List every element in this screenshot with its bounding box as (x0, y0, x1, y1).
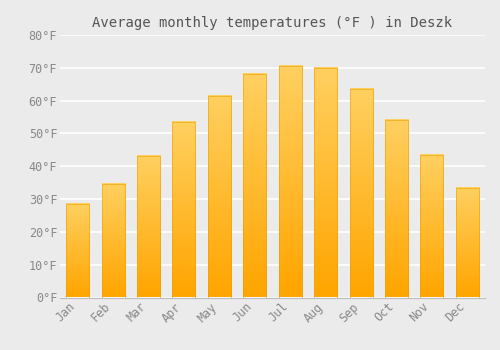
Bar (208, 96, 231, 298)
Bar (314, 68, 337, 298)
Bar (172, 122, 196, 298)
Bar (244, 75, 266, 298)
Bar (420, 155, 444, 298)
Bar (420, 155, 444, 298)
Bar (278, 66, 301, 298)
Bar (350, 89, 372, 298)
Bar (208, 96, 231, 298)
Bar (385, 120, 408, 298)
Bar (137, 156, 160, 298)
Bar (102, 184, 124, 298)
Bar (350, 89, 372, 298)
Bar (456, 188, 479, 298)
Bar (278, 66, 301, 298)
Bar (66, 204, 89, 298)
Bar (456, 188, 479, 298)
Bar (314, 68, 337, 298)
Bar (172, 122, 196, 298)
Bar (137, 156, 160, 298)
Bar (244, 75, 266, 298)
Title: Average monthly temperatures (°F ) in Deszk: Average monthly temperatures (°F ) in De… (92, 16, 452, 30)
Bar (66, 204, 89, 298)
Bar (385, 120, 408, 298)
Bar (102, 184, 124, 298)
